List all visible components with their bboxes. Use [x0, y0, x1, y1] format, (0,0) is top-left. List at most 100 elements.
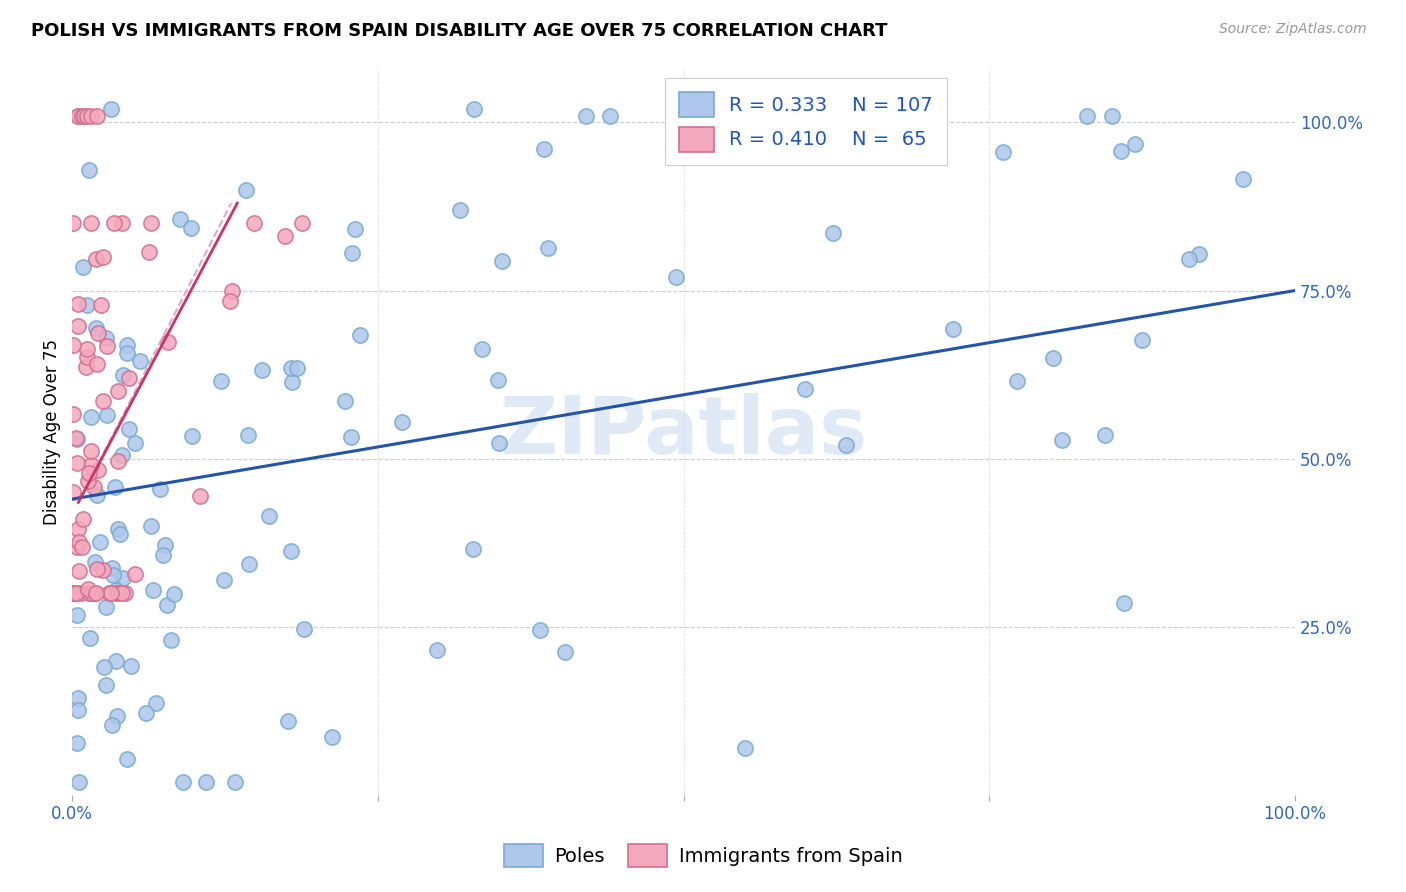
Point: [145, 696, 167, 710]
Point: [794, 382, 817, 396]
Point: [62, 407, 84, 421]
Point: [349, 328, 371, 343]
Point: [67, 774, 90, 789]
Text: ZIPatlas: ZIPatlas: [499, 392, 868, 471]
Point: [107, 454, 129, 468]
Point: [103, 480, 125, 494]
Point: [491, 254, 513, 268]
Point: [1052, 433, 1074, 447]
Point: [115, 752, 138, 766]
Point: [83, 586, 105, 600]
Point: [83, 480, 105, 494]
Point: [488, 436, 510, 450]
Point: [343, 222, 366, 236]
Point: [100, 586, 122, 600]
Point: [124, 435, 146, 450]
Point: [108, 527, 131, 541]
Point: [86, 586, 108, 600]
Point: [575, 109, 598, 123]
Point: [294, 622, 316, 636]
Point: [238, 428, 260, 442]
Point: [893, 109, 915, 123]
Point: [163, 587, 186, 601]
Point: [86, 109, 108, 123]
Point: [86, 561, 108, 575]
Point: [107, 586, 129, 600]
Point: [114, 586, 136, 600]
Point: [554, 645, 576, 659]
Point: [62, 586, 84, 600]
Point: [1005, 374, 1028, 388]
Point: [281, 375, 304, 389]
Point: [238, 557, 260, 571]
Point: [65, 432, 87, 446]
Point: [79, 109, 101, 123]
Point: [190, 489, 212, 503]
Point: [335, 394, 357, 409]
Point: [80, 458, 103, 472]
Point: [70, 586, 93, 600]
Point: [67, 564, 90, 578]
Point: [1109, 145, 1132, 159]
Point: [285, 360, 308, 375]
Point: [101, 567, 124, 582]
Point: [291, 216, 314, 230]
Legend: Poles, Immigrants from Spain: Poles, Immigrants from Spain: [496, 836, 910, 875]
Point: [91, 394, 114, 409]
Text: Source: ZipAtlas.com: Source: ZipAtlas.com: [1219, 22, 1367, 37]
Point: [471, 342, 494, 356]
Point: [97, 586, 120, 600]
Point: [91, 250, 114, 264]
Point: [66, 297, 89, 311]
Point: [1042, 351, 1064, 365]
Point: [135, 706, 157, 720]
Point: [104, 586, 127, 600]
Point: [734, 741, 756, 756]
Point: [169, 212, 191, 227]
Point: [89, 534, 111, 549]
Point: [1114, 596, 1136, 610]
Point: [823, 226, 845, 240]
Point: [340, 430, 363, 444]
Point: [160, 633, 183, 648]
Point: [1177, 252, 1199, 266]
Point: [139, 519, 162, 533]
Point: [274, 228, 297, 243]
Point: [96, 678, 118, 692]
Point: [1076, 109, 1098, 123]
Point: [66, 703, 89, 717]
Point: [105, 654, 128, 668]
Point: [76, 342, 98, 356]
Point: [62, 338, 84, 352]
Point: [62, 586, 84, 600]
Point: [155, 538, 177, 552]
Point: [537, 241, 560, 255]
Point: [87, 462, 110, 476]
Point: [277, 714, 299, 729]
Point: [120, 659, 142, 673]
Point: [1101, 109, 1123, 123]
Point: [115, 345, 138, 359]
Point: [76, 298, 98, 312]
Point: [66, 432, 89, 446]
Point: [209, 374, 232, 388]
Point: [172, 774, 194, 789]
Legend: R = 0.333    N = 107, R = 0.410    N =  65: R = 0.333 N = 107, R = 0.410 N = 65: [665, 78, 946, 165]
Point: [65, 457, 87, 471]
Point: [67, 109, 90, 123]
Point: [67, 522, 90, 536]
Point: [250, 363, 273, 377]
Point: [77, 474, 100, 488]
Point: [224, 774, 246, 789]
Point: [65, 586, 87, 600]
Point: [149, 482, 172, 496]
Point: [1094, 428, 1116, 442]
Point: [79, 632, 101, 646]
Point: [156, 334, 179, 349]
Point: [107, 384, 129, 398]
Point: [70, 109, 93, 123]
Point: [449, 202, 471, 217]
Point: [111, 448, 134, 462]
Point: [62, 586, 84, 600]
Point: [105, 583, 128, 598]
